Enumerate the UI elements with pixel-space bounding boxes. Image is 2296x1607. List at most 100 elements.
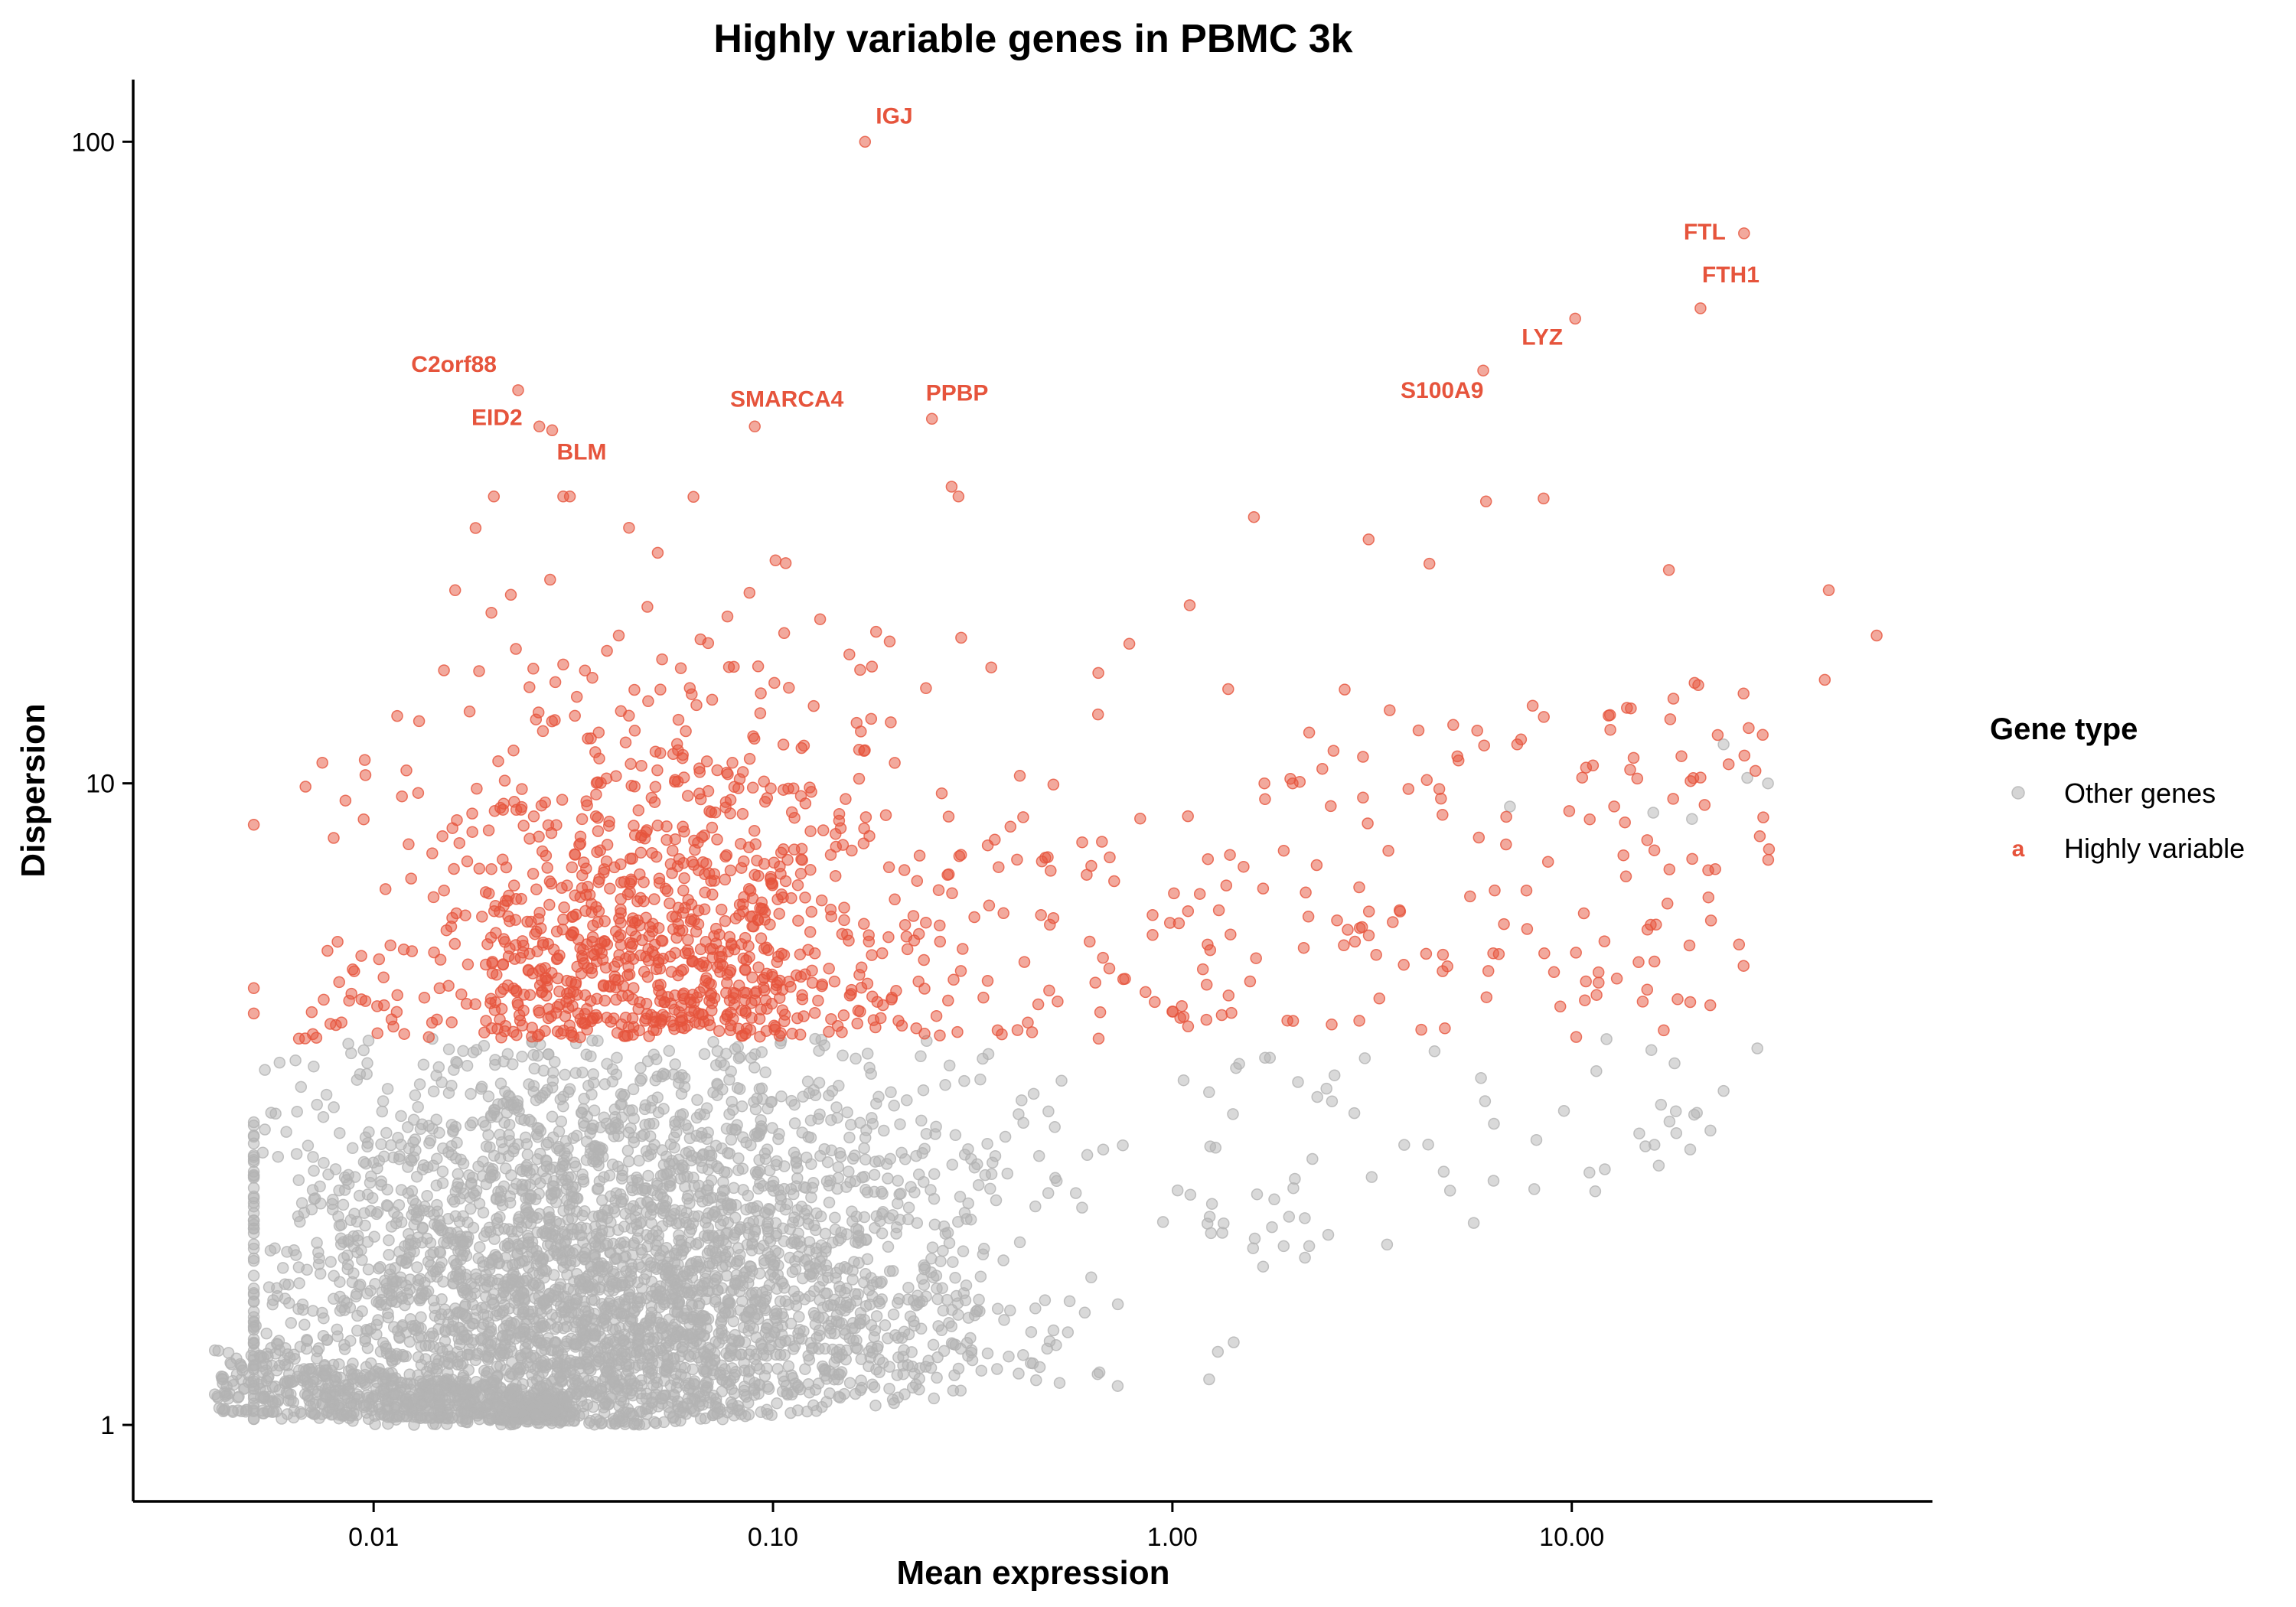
hv-point <box>642 695 654 708</box>
hv-point <box>1387 916 1399 928</box>
other-point <box>260 1327 272 1340</box>
other-point <box>644 1130 657 1143</box>
other-point <box>374 1260 386 1273</box>
other-point <box>302 1389 314 1401</box>
hv-point <box>815 894 828 907</box>
other-point <box>452 1168 465 1180</box>
other-point <box>854 1317 866 1330</box>
other-point <box>788 1117 801 1129</box>
other-point <box>679 1181 691 1193</box>
other-point <box>666 1264 678 1277</box>
other-point <box>734 1051 746 1063</box>
hv-point <box>1200 1013 1213 1026</box>
other-point <box>716 1374 729 1386</box>
hv-point <box>934 919 946 932</box>
other-point <box>546 1375 559 1387</box>
other-point <box>318 1360 331 1373</box>
other-point <box>562 1390 574 1403</box>
other-point <box>500 1162 512 1175</box>
other-point <box>664 1335 677 1347</box>
other-point <box>850 1052 862 1065</box>
other-point <box>1589 1185 1602 1198</box>
other-point <box>1530 1133 1543 1146</box>
other-point <box>559 1228 571 1240</box>
hv-point <box>853 772 866 785</box>
other-point <box>264 1244 277 1257</box>
other-point <box>305 1203 318 1216</box>
hv-point <box>918 953 930 966</box>
other-point <box>947 1256 959 1268</box>
other-point <box>433 1313 446 1325</box>
other-point <box>962 1350 974 1362</box>
other-point <box>494 1129 506 1141</box>
hv-point <box>473 862 486 875</box>
other-point <box>563 1311 576 1324</box>
other-point <box>1599 1163 1611 1175</box>
hv-point <box>817 824 830 836</box>
other-point <box>301 1263 313 1276</box>
hv-point <box>989 833 1001 846</box>
hv-point <box>1035 909 1047 921</box>
hv-point <box>885 993 898 1006</box>
other-point <box>217 1373 229 1386</box>
hv-point <box>1146 929 1159 941</box>
other-point <box>801 1151 813 1164</box>
hv-point <box>543 898 556 911</box>
other-point <box>861 1048 874 1060</box>
hv-point <box>510 643 522 655</box>
other-point <box>276 1413 288 1425</box>
other-point <box>598 1397 612 1410</box>
hv-point <box>448 862 460 875</box>
other-point <box>318 1156 330 1169</box>
hv-point <box>438 884 450 897</box>
other-point <box>326 1403 339 1415</box>
hv-point <box>673 924 686 937</box>
other-point <box>493 1257 506 1270</box>
other-point <box>539 1320 551 1333</box>
hv-point <box>624 885 636 898</box>
other-point <box>439 1324 452 1336</box>
other-point <box>1047 1324 1060 1337</box>
other-point <box>970 1305 983 1318</box>
other-point <box>484 1413 497 1426</box>
hv-point <box>736 807 749 820</box>
other-point <box>412 1351 425 1364</box>
other-point <box>273 1056 286 1069</box>
other-point <box>905 1181 917 1193</box>
other-point <box>364 1176 377 1189</box>
other-point <box>853 1257 865 1270</box>
other-point <box>873 1297 886 1310</box>
other-point <box>1016 1094 1028 1107</box>
hv-point <box>1327 745 1340 757</box>
other-point <box>517 1287 530 1299</box>
other-point <box>559 1068 571 1081</box>
other-point <box>232 1404 244 1416</box>
hv-point <box>482 824 495 836</box>
other-point <box>589 1251 601 1264</box>
hv-point <box>869 625 882 638</box>
other-point <box>1437 1165 1450 1178</box>
other-point <box>625 1384 638 1397</box>
other-point <box>977 1243 990 1255</box>
hv-point <box>507 879 520 892</box>
hv-point <box>625 779 638 792</box>
other-point <box>561 1194 573 1207</box>
other-point <box>691 1094 703 1107</box>
other-point <box>400 1257 413 1269</box>
other-point <box>511 1099 523 1111</box>
other-point <box>507 1406 520 1418</box>
other-point <box>569 1160 582 1172</box>
hv-point <box>1076 836 1088 849</box>
other-point <box>748 1295 762 1307</box>
other-point <box>601 1365 614 1378</box>
hv-point <box>883 635 896 648</box>
other-point <box>600 1319 613 1332</box>
other-point <box>351 1325 364 1337</box>
hv-point <box>808 1006 821 1019</box>
other-point <box>999 1130 1012 1143</box>
hv-point <box>628 725 641 737</box>
other-point <box>517 1302 530 1315</box>
other-point <box>395 1216 408 1228</box>
other-point <box>433 1126 445 1139</box>
other-point <box>548 1186 560 1198</box>
